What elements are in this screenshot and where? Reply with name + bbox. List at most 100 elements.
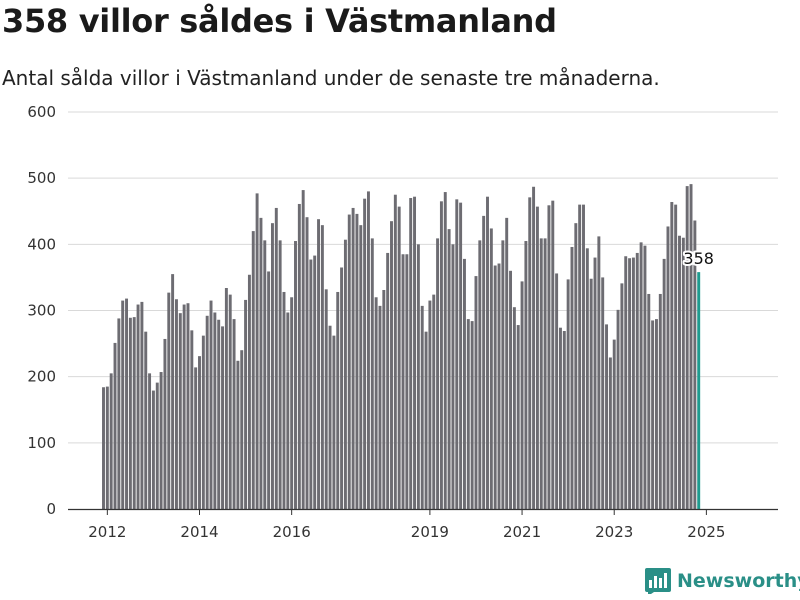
bar — [685, 186, 689, 510]
bar — [151, 390, 155, 509]
bar — [382, 289, 386, 509]
bar — [313, 255, 317, 509]
bar — [509, 270, 513, 509]
bar — [213, 312, 217, 509]
bar — [416, 244, 420, 509]
bar — [574, 223, 578, 509]
bar — [251, 231, 255, 509]
brand: Newsworthy — [645, 568, 800, 594]
bar — [178, 313, 182, 509]
newsworthy-logo-icon — [645, 568, 671, 594]
x-tick-label: 2025 — [687, 523, 725, 541]
bar — [270, 223, 274, 509]
bar-latest — [697, 272, 701, 509]
bar — [174, 299, 178, 509]
bar — [532, 186, 536, 509]
bar — [393, 194, 397, 509]
bar — [689, 184, 693, 509]
bar — [320, 225, 324, 509]
bar — [566, 279, 570, 509]
bar — [113, 342, 117, 509]
bar — [121, 300, 125, 509]
bar — [555, 273, 559, 509]
chart-subtitle: Antal sålda villor i Västmanland under d… — [2, 66, 660, 90]
bar — [486, 196, 489, 509]
bar — [635, 252, 639, 509]
bar — [401, 254, 405, 509]
bar — [390, 221, 393, 509]
bar — [428, 300, 432, 509]
y-tick-label: 300 — [27, 302, 56, 320]
x-tick-label: 2019 — [411, 523, 449, 541]
bar — [278, 240, 282, 510]
bar — [666, 226, 670, 509]
bar — [297, 203, 301, 509]
bar — [324, 289, 328, 509]
bar — [489, 228, 493, 509]
bar — [140, 301, 144, 509]
bar — [678, 235, 681, 510]
bar — [186, 303, 190, 509]
bar — [597, 236, 601, 509]
bar — [616, 309, 620, 509]
bar — [447, 229, 451, 509]
bar — [224, 288, 228, 509]
bar — [478, 240, 482, 510]
bar — [562, 331, 566, 509]
bar — [670, 201, 674, 510]
bar — [654, 319, 658, 509]
bar — [589, 278, 593, 509]
x-tick-label: 2021 — [503, 523, 541, 541]
bar — [132, 317, 136, 509]
bar — [612, 339, 616, 509]
bar — [551, 200, 555, 509]
bar — [194, 367, 198, 509]
y-tick-label: 600 — [27, 103, 56, 121]
bar — [493, 265, 497, 509]
last-value-annotation: 358 — [681, 247, 716, 270]
bar — [355, 213, 359, 509]
bar — [516, 325, 520, 509]
bar — [524, 241, 528, 509]
bar — [520, 281, 524, 509]
bar — [370, 238, 374, 509]
bar — [662, 258, 666, 509]
bar — [466, 319, 470, 509]
bar — [317, 219, 321, 509]
bar — [148, 373, 152, 509]
bar — [340, 267, 344, 509]
bar — [620, 283, 624, 509]
bar — [424, 331, 428, 509]
bar — [309, 259, 313, 509]
bar — [128, 317, 132, 509]
bar — [240, 350, 244, 509]
bar — [305, 217, 309, 509]
x-tick-label: 2023 — [595, 523, 633, 541]
bar — [420, 305, 424, 509]
bar — [102, 387, 105, 509]
bar — [497, 263, 501, 509]
bar — [585, 248, 589, 510]
bar — [336, 291, 340, 509]
bar — [470, 321, 474, 509]
y-tick-label: 0 — [46, 500, 56, 518]
bar — [205, 315, 209, 509]
bar — [501, 240, 505, 510]
bar — [462, 258, 466, 509]
bar — [198, 356, 201, 509]
bar — [343, 239, 347, 509]
bar — [263, 240, 267, 510]
bar — [451, 244, 455, 509]
bar — [366, 191, 370, 509]
bar — [351, 207, 355, 509]
bar — [209, 300, 213, 509]
bar — [397, 206, 401, 509]
bar — [674, 204, 678, 509]
bar — [459, 202, 463, 509]
bar — [163, 338, 167, 509]
bar — [247, 274, 251, 509]
y-tick-label: 100 — [27, 434, 56, 452]
bar — [171, 274, 175, 509]
y-tick-label: 500 — [27, 169, 56, 187]
bar — [125, 298, 129, 509]
